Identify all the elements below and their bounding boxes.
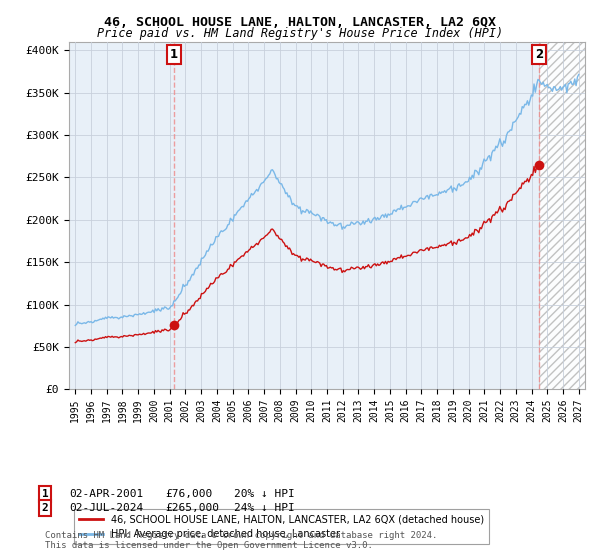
Text: 2: 2 xyxy=(41,503,49,513)
Text: £265,000: £265,000 xyxy=(165,503,219,513)
Text: 02-JUL-2024: 02-JUL-2024 xyxy=(69,503,143,513)
Text: 46, SCHOOL HOUSE LANE, HALTON, LANCASTER, LA2 6QX: 46, SCHOOL HOUSE LANE, HALTON, LANCASTER… xyxy=(104,16,496,29)
Text: Contains HM Land Registry data © Crown copyright and database right 2024.
This d: Contains HM Land Registry data © Crown c… xyxy=(45,530,437,550)
Text: 20% ↓ HPI: 20% ↓ HPI xyxy=(234,489,295,499)
Text: £76,000: £76,000 xyxy=(165,489,212,499)
Text: 24% ↓ HPI: 24% ↓ HPI xyxy=(234,503,295,513)
Text: 1: 1 xyxy=(41,489,49,499)
Text: 1: 1 xyxy=(170,48,178,61)
Text: 02-APR-2001: 02-APR-2001 xyxy=(69,489,143,499)
Text: Price paid vs. HM Land Registry's House Price Index (HPI): Price paid vs. HM Land Registry's House … xyxy=(97,27,503,40)
Legend: 46, SCHOOL HOUSE LANE, HALTON, LANCASTER, LA2 6QX (detached house), HPI: Average: 46, SCHOOL HOUSE LANE, HALTON, LANCASTER… xyxy=(74,510,489,544)
Text: 2: 2 xyxy=(535,48,544,61)
